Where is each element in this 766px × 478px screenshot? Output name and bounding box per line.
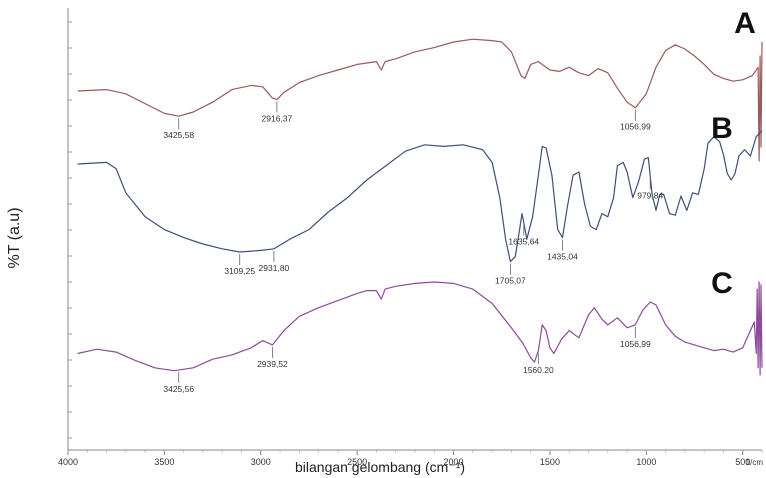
peak-label: 1435,04 <box>547 252 578 262</box>
x-tick-label-clipped: 1/cm <box>746 458 764 467</box>
peak-label: 2916,37 <box>262 113 293 123</box>
peak-label: 979,84 <box>637 190 663 200</box>
x-tick-label: 2000 <box>444 457 464 467</box>
peak-label: 3425,56 <box>163 384 194 394</box>
peak-label: 3425,58 <box>163 130 194 140</box>
series-label-a: A <box>734 7 756 40</box>
peak-label: 1560.20 <box>523 365 554 375</box>
series-a: A <box>77 7 763 162</box>
x-tick-label: 2500 <box>347 457 367 467</box>
peak-label: 1056,99 <box>620 339 651 349</box>
peak-annotations: 3425,58 2916,37 1056,99 3109,25 2931,80 1705,… <box>163 101 663 394</box>
series-line-b <box>77 129 763 263</box>
series-line-c <box>77 281 763 376</box>
peak-label: 2931,80 <box>259 263 290 273</box>
x-tick-label: 4000 <box>58 457 78 467</box>
peak-label: 2939,52 <box>257 359 288 369</box>
x-tick-label: 500 <box>735 457 750 467</box>
series-line-a <box>77 38 763 162</box>
peak-label: 1056,99 <box>620 122 651 132</box>
x-tick-label: 3000 <box>251 457 271 467</box>
peak-label: 3109,25 <box>224 266 255 276</box>
x-axis-label: bilangan gelombang (cm⁻¹) <box>295 459 465 475</box>
series-label-b: B <box>711 112 733 145</box>
x-tick-label: 1000 <box>636 457 656 467</box>
series-b: B <box>77 112 763 263</box>
x-tick-label: 3500 <box>154 457 174 467</box>
series-label-c: C <box>711 267 733 300</box>
series-c: C <box>77 267 763 376</box>
series-layer: A B C <box>77 7 763 376</box>
peak-label: 1635,64 <box>508 237 539 247</box>
x-tick-label: 1500 <box>540 457 560 467</box>
peak-label: 1705,07 <box>495 276 526 286</box>
